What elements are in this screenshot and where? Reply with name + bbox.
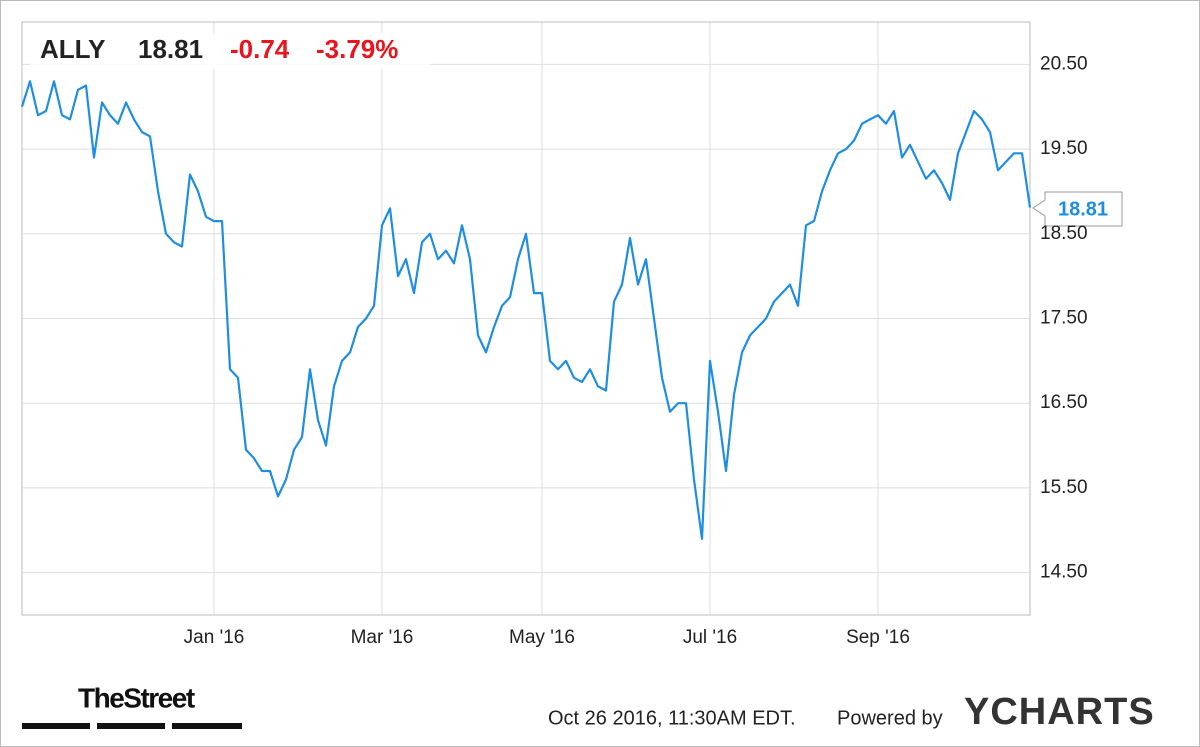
x-tick-label: Mar '16	[351, 627, 414, 648]
y-tick-label: 14.50	[1040, 562, 1088, 583]
x-tick-label: Sep '16	[846, 627, 910, 648]
y-tick-label: 19.50	[1040, 138, 1088, 159]
series-layer	[20, 80, 1032, 540]
y-tick-label: 18.50	[1040, 223, 1088, 244]
last-value-label: 18.81	[1058, 198, 1108, 220]
price: 18.81	[138, 34, 203, 64]
brand-bar	[97, 723, 165, 729]
brand-bar	[22, 723, 90, 729]
y-tick-label: 20.50	[1040, 53, 1088, 74]
y-tick-label: 16.50	[1040, 392, 1088, 413]
header-box	[30, 33, 430, 69]
x-tick-label: Jul '16	[683, 627, 737, 648]
y-tick-label: 15.50	[1040, 477, 1088, 498]
timestamp: Oct 26 2016, 11:30AM EDT.	[548, 707, 796, 729]
x-tick-label: May '16	[509, 627, 575, 648]
change-percent: -3.79%	[316, 34, 398, 64]
change: -0.74	[230, 34, 290, 64]
price-line	[20, 80, 1032, 540]
provider-logo: YCHARTS	[964, 691, 1155, 733]
last-value-callout	[1032, 191, 1123, 227]
y-tick-label: 17.50	[1040, 308, 1088, 329]
brand-logo: TheStreet	[78, 682, 195, 713]
grid	[22, 22, 1030, 615]
x-tick-label: Jan '16	[184, 627, 245, 648]
powered-by: Powered by	[837, 707, 943, 729]
brand-bar	[172, 723, 242, 729]
ticker: ALLY	[40, 34, 106, 64]
